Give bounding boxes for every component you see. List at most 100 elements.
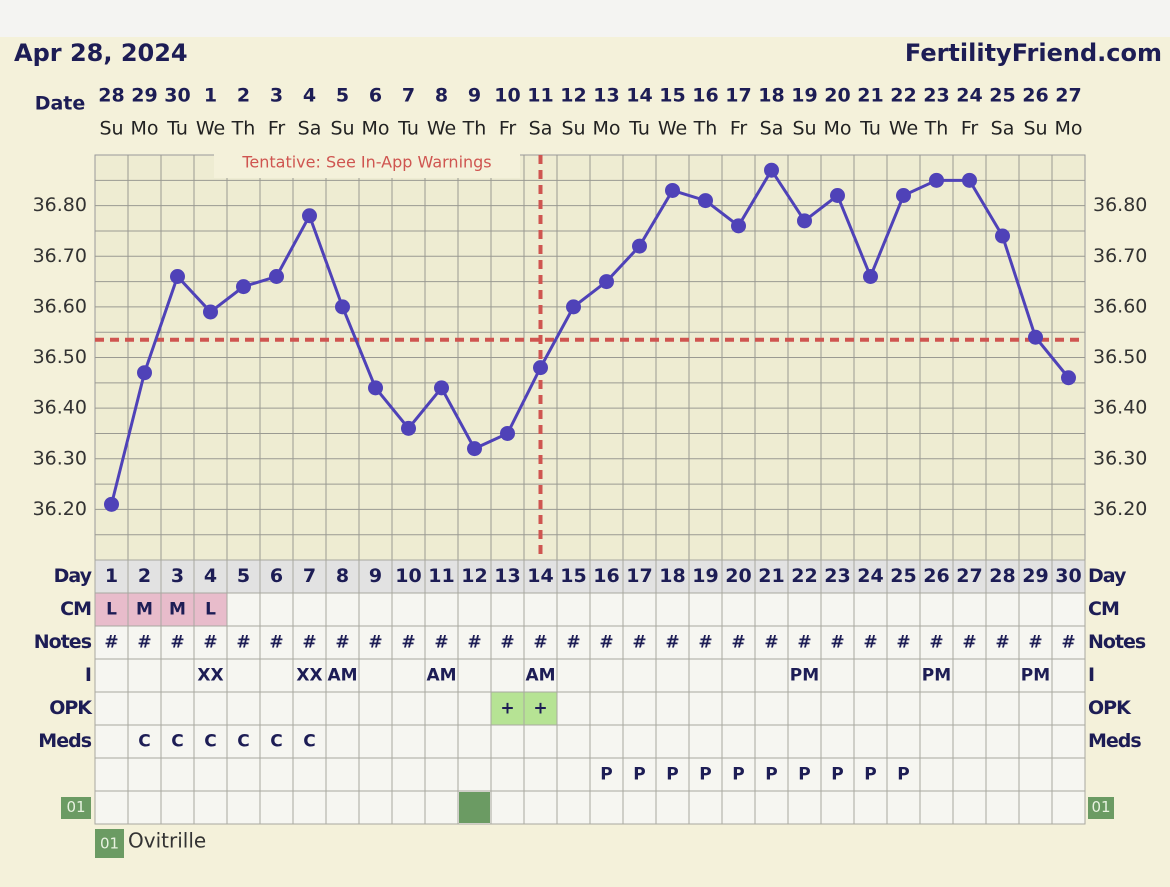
- table-cell: [325, 625, 360, 660]
- table-cell: [688, 658, 723, 693]
- y-tick-label-right: 36.50: [1093, 346, 1147, 368]
- day-number: 18: [659, 565, 685, 587]
- weekday-label: We: [427, 118, 456, 140]
- date-label: 18: [758, 85, 784, 107]
- table-cell: [820, 691, 855, 726]
- table-cell: [688, 559, 723, 594]
- table-cell: [226, 691, 261, 726]
- cell-text: AM: [327, 666, 357, 686]
- table-cell: [886, 691, 921, 726]
- table-cell: [820, 658, 855, 693]
- day-number: 2: [138, 565, 151, 587]
- table-cell: [523, 724, 558, 759]
- cell-text: AM: [426, 666, 456, 686]
- table-cell: [160, 658, 195, 693]
- table-cell: [457, 724, 492, 759]
- table-cell: [985, 658, 1020, 693]
- day-number: 9: [369, 565, 382, 587]
- temperature-point: [731, 218, 746, 234]
- table-cell: [589, 757, 624, 792]
- table-cell: [787, 625, 822, 660]
- cell-text: #: [335, 633, 349, 653]
- table-cell: [556, 625, 591, 660]
- date-label: 23: [923, 85, 949, 107]
- table-cell: [325, 724, 360, 759]
- y-tick-label-right: 36.70: [1093, 245, 1147, 267]
- x-label: Date: [35, 93, 86, 115]
- table-cell: [589, 625, 624, 660]
- y-tick-label: 36.80: [33, 194, 87, 216]
- table-cell: [721, 790, 756, 825]
- row-label-right: I: [1088, 664, 1094, 686]
- row-label: CM: [60, 598, 91, 620]
- day-number: 17: [626, 565, 652, 587]
- table-cell: [556, 658, 591, 693]
- cell-text: #: [797, 633, 811, 653]
- table-cell: [259, 757, 294, 792]
- table-cell: [523, 790, 558, 825]
- temperature-point: [236, 279, 251, 295]
- table-cell: [985, 691, 1020, 726]
- table-cell: [127, 790, 162, 825]
- day-number: 16: [593, 565, 619, 587]
- table-cell: [325, 757, 360, 792]
- date-label: 8: [435, 85, 448, 107]
- day-number: 24: [857, 565, 883, 587]
- day-number: 14: [527, 565, 553, 587]
- date-label: 17: [725, 85, 751, 107]
- table-cell: [259, 658, 294, 693]
- table-cell: [94, 625, 129, 660]
- table-cell: [358, 691, 393, 726]
- table-cell: [1051, 724, 1086, 759]
- date-label: 16: [692, 85, 718, 107]
- cell-text: #: [632, 633, 646, 653]
- table-cell: [952, 625, 987, 660]
- table-cell: [1051, 790, 1086, 825]
- day-number: 25: [890, 565, 916, 587]
- row-label-right: CM: [1088, 598, 1119, 620]
- weekday-label: Tu: [166, 118, 188, 140]
- date-label: 29: [131, 85, 157, 107]
- cell-text: #: [236, 633, 250, 653]
- annotation: Tentative: See In-App Warnings: [241, 153, 491, 172]
- temperature-point: [764, 162, 779, 178]
- date-label: 4: [303, 85, 316, 107]
- temperature-point: [170, 269, 185, 284]
- table-cell: [391, 790, 426, 825]
- y-tick-label-right: 36.60: [1093, 295, 1147, 317]
- table-cell: [985, 724, 1020, 759]
- day-number: 26: [923, 565, 949, 587]
- table-cell: [952, 724, 987, 759]
- date-label: 12: [560, 85, 586, 107]
- table-cell: [787, 592, 822, 627]
- day-number: 11: [428, 565, 454, 587]
- table-cell: [226, 625, 261, 660]
- legend-code: 01: [100, 835, 119, 853]
- cell-text: +: [500, 699, 514, 719]
- table-cell: [754, 592, 789, 627]
- table-cell: [589, 658, 624, 693]
- temperature-point: [434, 380, 449, 396]
- cell-text: P: [699, 765, 711, 785]
- table-cell: [94, 757, 129, 792]
- table-cell: [259, 691, 294, 726]
- table-cell: [655, 592, 690, 627]
- table-cell: [886, 658, 921, 693]
- date-label: 21: [857, 85, 883, 107]
- temperature-point: [632, 238, 647, 254]
- table-cell: [490, 757, 525, 792]
- temperature-point: [368, 380, 383, 396]
- table-cell: [193, 625, 228, 660]
- table-cell: [94, 559, 129, 594]
- table-cell: [688, 625, 723, 660]
- table-cell: [358, 724, 393, 759]
- cell-text: #: [665, 633, 679, 653]
- table-cell: [919, 757, 954, 792]
- y-tick-label-right: 36.40: [1093, 397, 1147, 419]
- y-tick-label: 36.50: [33, 346, 87, 368]
- table-cell: [919, 724, 954, 759]
- date-label: 30: [164, 85, 190, 107]
- table-cell: [523, 757, 558, 792]
- date-label: 2: [237, 85, 250, 107]
- table-cell: [457, 592, 492, 627]
